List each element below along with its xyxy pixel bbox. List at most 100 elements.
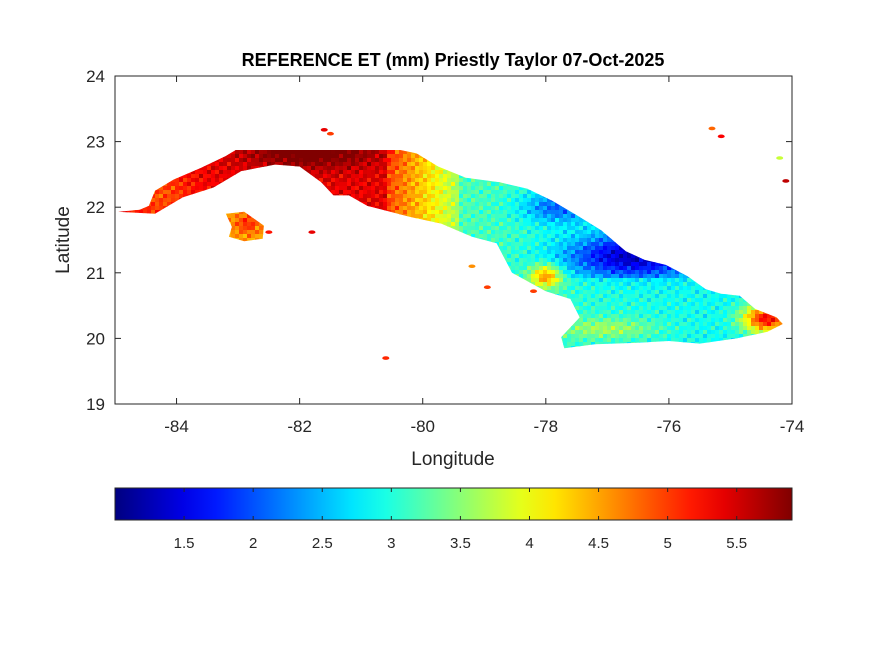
et-cell [483,206,488,211]
et-cell [471,206,476,211]
et-cell [159,206,164,211]
et-cell [323,166,328,171]
et-cell [447,170,452,175]
et-cell [351,166,356,171]
et-cell [195,182,200,187]
et-cell [355,170,360,175]
et-cell [407,158,412,163]
et-cell [359,194,364,199]
et-cell [467,210,472,215]
et-cell [479,182,484,187]
et-cell [379,190,384,195]
et-cell [455,214,460,219]
et-cell [271,154,276,159]
et-cell [371,202,376,207]
et-cell [459,210,464,215]
et-cell [135,210,140,215]
et-cell [259,158,264,163]
et-cell [379,162,384,167]
et-cell [291,162,296,167]
et-cell [231,226,236,231]
et-cell [239,234,244,239]
et-cell [451,194,456,199]
et-cell [207,182,212,187]
et-cell [383,198,388,203]
et-cell [243,162,248,167]
et-cell [415,182,420,187]
et-cell [299,162,304,167]
et-cell [487,190,492,195]
et-cell [403,186,408,191]
et-cell [347,166,352,171]
et-cell [459,190,464,195]
et-cell [431,206,436,211]
et-cell [399,158,404,163]
et-cell [335,174,340,179]
et-cell [383,150,388,155]
et-cell [443,222,448,227]
et-cell [419,166,424,171]
et-cell [391,190,396,195]
et-cell [395,194,400,199]
et-cell [435,186,440,191]
et-cell [379,154,384,159]
et-cell [327,166,332,171]
et-cell [463,210,468,215]
et-cell [403,178,408,183]
et-cell [203,166,208,171]
et-cell [207,178,212,183]
et-cell [239,154,244,159]
et-cell [395,202,400,207]
et-cell [491,190,496,195]
et-cell [355,166,360,171]
et-cell [191,186,196,191]
et-cell [307,162,312,167]
et-cell [427,190,432,195]
et-cell [367,190,372,195]
et-cell [487,226,492,231]
et-cell [215,182,220,187]
et-cell [315,154,320,159]
et-cell [227,218,232,223]
et-cell [383,202,388,207]
et-cell [491,194,496,199]
et-cell [227,234,232,239]
et-cell [391,150,396,155]
et-cell [363,154,368,159]
et-cell [375,190,380,195]
et-cell [399,166,404,171]
et-cell [419,214,424,219]
et-cell [475,206,480,211]
et-cell [311,154,316,159]
et-cell [407,166,412,171]
et-cell [255,234,260,239]
et-cell [183,186,188,191]
et-cell [231,230,236,235]
et-cell [231,154,236,159]
et-cell [163,194,168,199]
et-cell [331,170,336,175]
et-cell [431,162,436,167]
et-cell [483,226,488,231]
et-cell [263,150,268,155]
et-cell [323,178,328,183]
et-cell [235,214,240,219]
et-cell [483,190,488,195]
et-cell [419,178,424,183]
et-cell [383,186,388,191]
et-cell [447,218,452,223]
et-cell [479,178,484,183]
et-cell [455,190,460,195]
et-cell [483,234,488,239]
et-cell [443,182,448,187]
et-cell [435,206,440,211]
et-cell [315,170,320,175]
et-cell [255,222,260,227]
et-cell [455,206,460,211]
et-cell [183,190,188,195]
et-cell [315,150,320,155]
et-cell [363,162,368,167]
et-cell [403,194,408,199]
et-cell [219,158,224,163]
et-cell [247,150,252,155]
